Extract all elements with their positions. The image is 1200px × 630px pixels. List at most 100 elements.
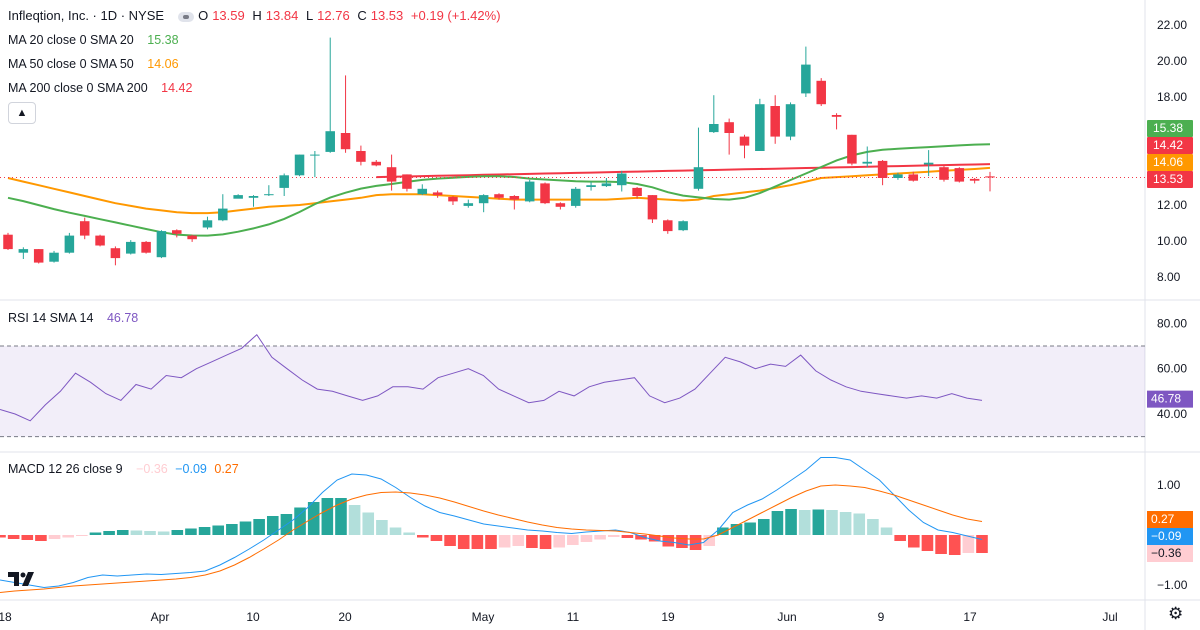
rsi-tag-label: 46.78 [1151, 392, 1181, 406]
macd-hist-bar [580, 535, 593, 542]
macd-hist-bar [921, 535, 934, 551]
macd-hist-bar [76, 535, 88, 536]
time-tick-label: 20 [338, 610, 352, 624]
ma50-legend[interactable]: MA 50 close 0 SMA 50 14.06 [8, 57, 179, 71]
candle-body [893, 174, 903, 178]
macd-hist-bar [35, 535, 47, 541]
macd-hist-bar [839, 512, 852, 535]
macd-hist-bar [676, 535, 688, 548]
macd-hist-bar [553, 535, 565, 548]
macd-hist-bar [648, 535, 661, 542]
candle-body [417, 188, 428, 195]
rsi-tick-label: 40.00 [1157, 407, 1187, 421]
time-tick-label: Jul [1102, 610, 1117, 624]
macd-hist-bar [62, 535, 74, 538]
price-tag-label: 15.38 [1153, 121, 1183, 135]
macd-hist-bar [348, 505, 361, 535]
macd-hist-bar [703, 535, 716, 546]
macd-hist-bar [253, 519, 265, 535]
candle-body [509, 196, 520, 200]
macd-legend[interactable]: MACD 12 26 close 9 −0.36 −0.09 0.27 [8, 462, 239, 476]
candle-body [785, 104, 796, 137]
candle-body [49, 252, 59, 262]
macd-hist-bar [198, 527, 211, 535]
time-tick-label: 11 [567, 610, 580, 624]
signal-line [0, 484, 983, 593]
macd-hist-bar [266, 516, 279, 535]
macd-hist-bar [130, 530, 143, 535]
eye-toggle-icon[interactable] [178, 11, 195, 22]
rsi-legend[interactable]: RSI 14 SMA 14 46.78 [8, 311, 139, 325]
candle-body [862, 161, 873, 164]
candle-body [877, 160, 888, 178]
macd-hist-bar [185, 528, 197, 535]
candle-body [709, 124, 719, 133]
time-tick-label: Jun [777, 610, 796, 624]
macd-hist-bar [594, 535, 606, 540]
candle-body [463, 203, 474, 206]
macd-hist-bar [962, 535, 975, 553]
macd-hist-bar [935, 535, 947, 554]
price-tag [1147, 171, 1193, 188]
ma200-legend[interactable]: MA 200 close 0 SMA 200 14.42 [8, 81, 193, 95]
macd-hist-bar [89, 532, 102, 535]
macd-hist-bar [307, 502, 320, 535]
time-tick-label: 18 [0, 610, 12, 624]
symbol-legend: Infleqtion, Inc. · 1D · NYSE O 13.59 H 13.8… [8, 8, 509, 23]
candle-body [847, 134, 857, 164]
symbol-title[interactable]: Infleqtion, Inc. · 1D · NYSE [8, 8, 165, 23]
macd-hist-bar [103, 531, 115, 535]
candle-body [294, 154, 305, 176]
chevron-up-icon[interactable]: ▲ [8, 102, 36, 124]
price-tick-label: 18.00 [1157, 90, 1187, 104]
time-tick-label: 9 [878, 610, 885, 624]
macd-hist-bar [457, 535, 470, 549]
time-tick-label: 10 [246, 610, 260, 624]
ohlc-values: O 13.59 H 13.84 L 12.76 C 13.53 +0.19 (+1.42… [198, 8, 501, 23]
macd-hist-bar [116, 530, 129, 535]
price-tag-label: 14.06 [1153, 155, 1183, 169]
candle-body [33, 249, 44, 263]
macd-hist-bar [717, 527, 729, 535]
price-tick-label: 12.00 [1157, 198, 1187, 212]
rsi-tick-label: 80.00 [1157, 316, 1187, 330]
macd-hist-bar [880, 527, 893, 535]
macd-hist-bar [7, 535, 20, 539]
macd-hist-bar [417, 535, 429, 538]
candle-body [95, 235, 105, 246]
macd-hist-bar [771, 511, 784, 535]
macd-hist-bar [798, 510, 811, 535]
macd-hist-bar [239, 521, 252, 535]
change-value: +0.19 (+1.42%) [410, 8, 501, 23]
macd-hist-bar [212, 525, 225, 535]
macd-hist-bar [0, 535, 6, 538]
candle-body [908, 174, 919, 181]
candle-body [601, 183, 612, 187]
macd-hist-bar [730, 524, 743, 535]
candle-body [494, 194, 504, 198]
ma20-legend[interactable]: MA 20 close 0 SMA 20 15.38 [8, 33, 179, 47]
macd-tag [1147, 511, 1193, 528]
rsi-band [0, 346, 1145, 437]
candle-body [540, 183, 550, 204]
macd-hist-bar [362, 512, 375, 535]
tradingview-logo-icon[interactable] [8, 570, 38, 592]
macd-hist-bar [389, 527, 402, 535]
candle-body [202, 220, 213, 228]
candle-body [448, 196, 458, 202]
macd-hist-bar [294, 507, 306, 535]
candle-body [616, 173, 627, 186]
macd-tick-label: 1.00 [1157, 478, 1181, 492]
candle-body [755, 104, 765, 151]
gear-icon[interactable]: ⚙ [1168, 604, 1184, 623]
rsi-tick-label: 60.00 [1157, 362, 1187, 376]
macd-hist-bar [144, 531, 156, 535]
macd-hist-bar [539, 535, 552, 549]
macd-hist-bar [376, 520, 388, 535]
macd-hist-bar [403, 532, 415, 535]
macd-hist-bar [157, 531, 170, 535]
candle-body [770, 106, 780, 137]
price-tag-label: 14.42 [1153, 138, 1183, 152]
macd-hist-bar [812, 509, 825, 535]
